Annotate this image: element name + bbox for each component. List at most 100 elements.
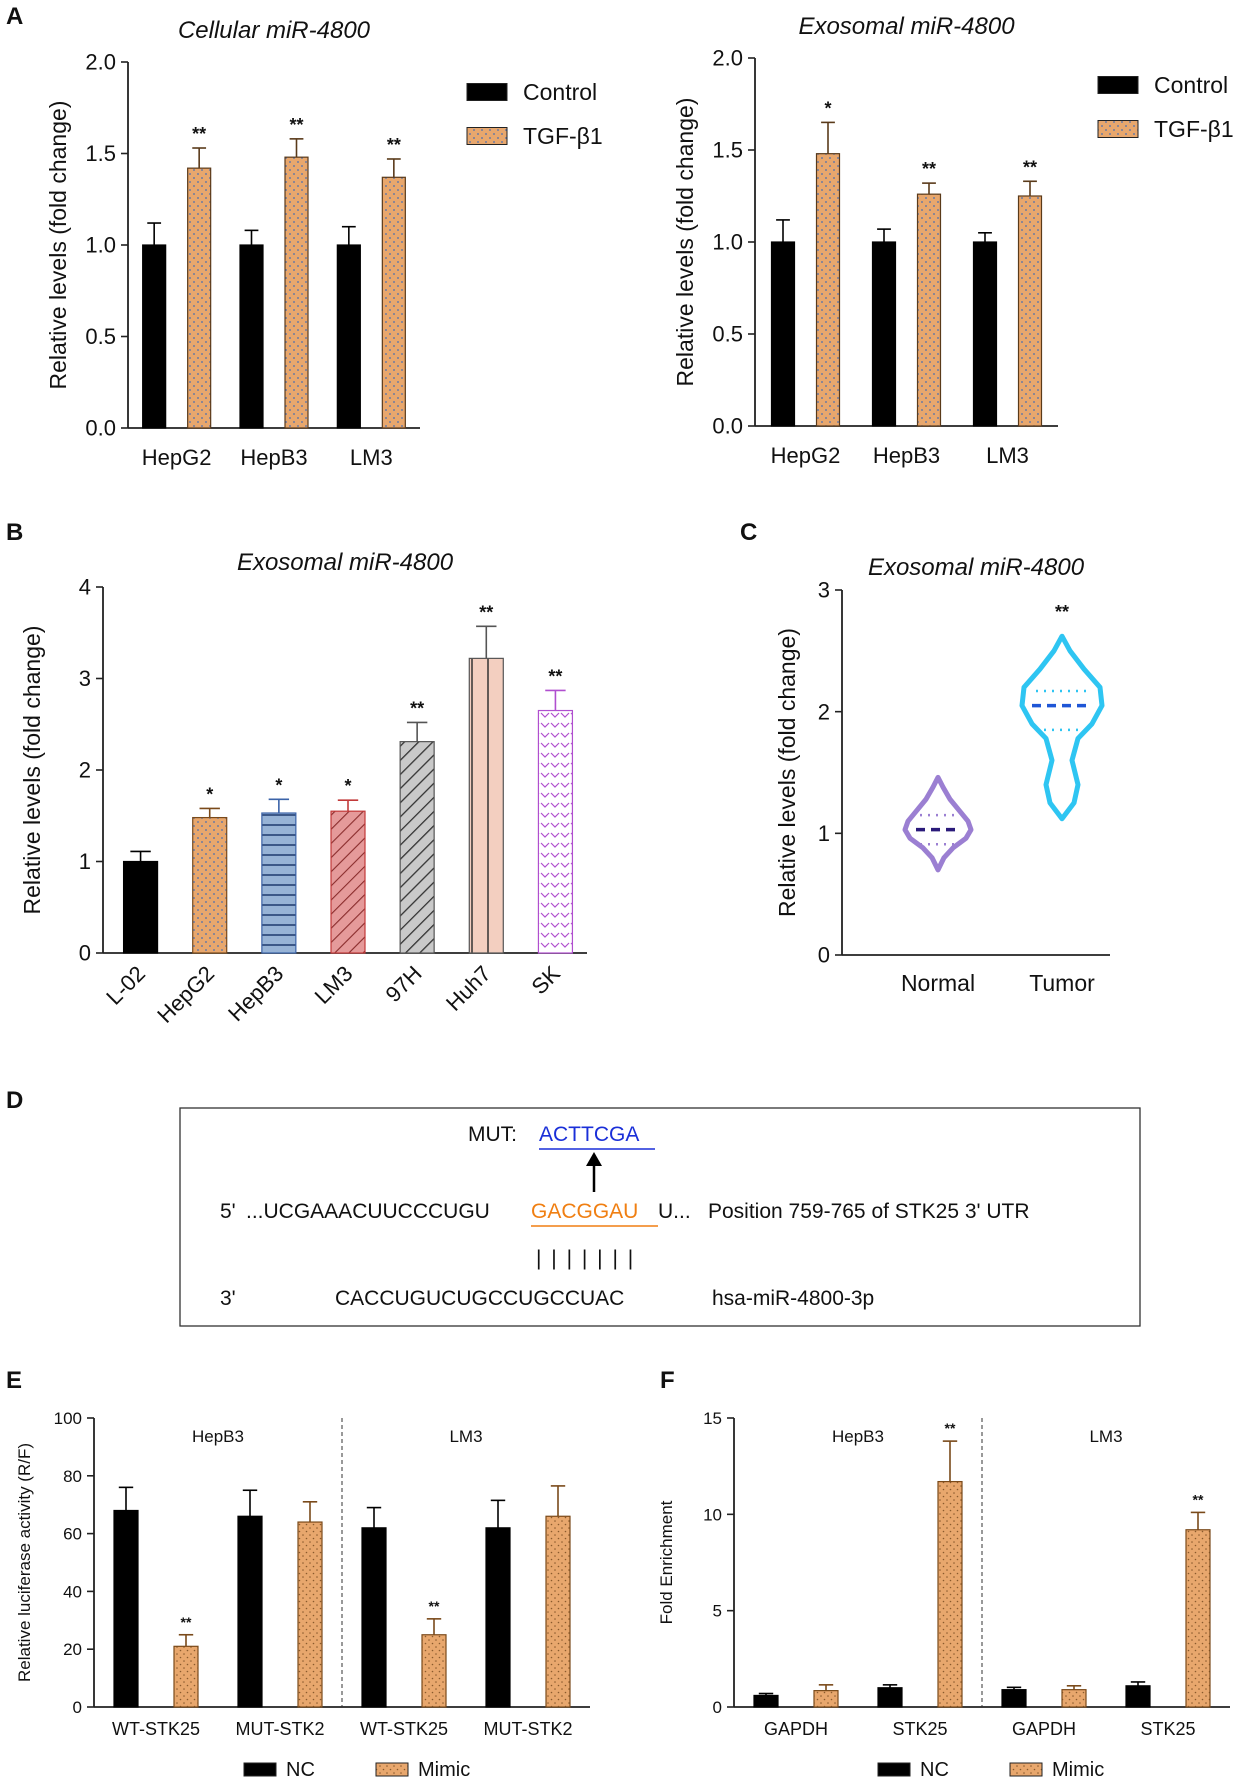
seq-position-note: Position 759-765 of STK25 3' UTR [708,1200,1030,1223]
bar-control [239,244,264,429]
bar-hepb3 [261,812,297,954]
y-axis-label: Relative luciferase activity (R/F) [15,1443,34,1682]
seq-binding-site: GACGGAU [531,1200,638,1223]
x-tick-label: HepG2 [771,443,841,468]
legend-label: TGF-β1 [1154,116,1234,142]
y-tick-label: 60 [63,1525,82,1544]
significance-mark: ** [479,602,493,622]
bar-mimic [545,1515,571,1708]
chart-title: Exosomal miR-4800 [798,13,1015,40]
y-tick-label: 3 [79,666,91,691]
y-tick-label: 0 [713,1698,722,1717]
x-tick-label: 97H [380,961,426,1007]
group-label: LM3 [449,1427,482,1446]
y-tick-label: 1.0 [85,233,116,258]
panel-label-b: B [6,519,23,546]
x-tick-label: SK [527,961,566,1000]
chart-exosomal-mir4800-celllines: 0 1 2 3 4 Relative levels (fold change) Exosom… [19,549,587,1028]
y-axis-label: Relative levels (fold change) [672,98,698,387]
x-tick-label: STK25 [1140,1719,1195,1739]
legend-label: Control [523,79,597,105]
seq-5prime-label: 5' [220,1200,236,1223]
legend-label: Control [1154,72,1228,98]
significance-mark: ** [387,135,401,155]
significance-mark: * [344,776,351,796]
y-tick-label: 0 [79,941,91,966]
legend-swatch [243,1762,277,1777]
chart-title: Exosomal miR-4800 [237,549,454,576]
bar-control [972,241,998,427]
legend-label: NC [920,1759,949,1781]
y-tick-label: 0.5 [712,322,743,347]
bar-nc [877,1687,903,1708]
bar-tgf-beta1 [916,193,942,427]
seq-mirna: CACCUGUCUGCCUGCCUAC [335,1287,624,1310]
panel-label-f: F [660,1367,675,1394]
x-tick-label: Tumor [1029,970,1095,996]
chart-exosomal-mir4800-violin: 0 1 2 3 Relative levels (fold change) Exosoma… [774,554,1110,996]
legend-label: TGF-β1 [523,123,603,149]
y-tick-label: 2 [79,758,91,783]
x-tick-label: GAPDH [764,1719,828,1739]
chart-title: Cellular miR-4800 [178,17,371,44]
seq-utr-right: U... [658,1200,691,1223]
y-tick-label: 1.0 [712,230,743,255]
y-tick-label: 0 [73,1698,82,1717]
significance-mark: ** [922,159,936,179]
y-tick-label: 1 [818,821,830,846]
sequence-frame [179,1107,1141,1327]
y-axis-label: Relative levels (fold change) [19,626,45,915]
x-tick-label: LM3 [350,445,393,470]
y-axis-label: Fold Enrichment [657,1500,676,1624]
bar-mimic [813,1690,839,1708]
y-tick-label: 1.5 [85,141,116,166]
y-tick-label: 4 [79,575,91,600]
x-tick-label: L-02 [101,961,150,1010]
y-tick-label: 2.0 [712,46,743,71]
group-label: HepB3 [832,1427,884,1446]
x-tick-label: HepB3 [873,443,940,468]
bar-sk [537,709,574,954]
bar-mimic [1061,1689,1087,1708]
significance-mark: ** [1055,602,1069,622]
bar-mimic [421,1634,447,1708]
y-tick-label: 1.5 [712,138,743,163]
x-tick-label: LM3 [986,443,1029,468]
y-tick-label: 100 [54,1409,82,1428]
x-tick-label: HepG2 [152,961,219,1028]
y-tick-label: 0.5 [85,324,116,349]
base-pairing-lines: | | | | | | | [536,1247,635,1270]
chart-cellular-mir4800: 0.0 0.5 1.0 1.5 2.0 Relative levels (fold cha… [45,17,603,470]
mut-label: MUT: [468,1123,517,1146]
legend-swatch [1009,1762,1043,1777]
legend-swatch [1097,76,1139,94]
group-label: LM3 [1089,1427,1122,1446]
group-label: HepB3 [192,1427,244,1446]
legend-label: Mimic [1052,1759,1104,1781]
legend-swatch [466,83,508,101]
bar-nc [1125,1685,1151,1708]
bar-mimic [297,1521,323,1708]
chart-exosomal-mir4800-tgf: 0.0 0.5 1.0 1.5 2.0 Relative levels (fold cha… [672,13,1234,468]
significance-mark: ** [192,124,206,144]
significance-mark: * [275,775,282,795]
bar-mimic [1185,1529,1211,1708]
x-tick-label: STK25 [892,1719,947,1739]
y-tick-label: 0.0 [85,416,116,441]
bar-tgf-beta1 [1017,195,1043,427]
bar-huh7 [468,657,504,954]
x-tick-label: WT-STK25 [360,1719,448,1739]
significance-mark: ** [289,115,303,135]
bar-control [142,244,167,429]
mut-sequence: ACTTCGA [539,1123,639,1146]
y-axis-label: Relative levels (fold change) [45,101,71,390]
bar-nc [237,1515,263,1708]
seq-3prime-label: 3' [220,1287,236,1310]
mutation-arrow-head [586,1152,602,1166]
x-tick-label: WT-STK25 [112,1719,200,1739]
bar-mimic [937,1480,963,1708]
bar-tgf-beta1 [187,167,212,429]
significance-mark: ** [548,666,562,686]
legend-label: NC [286,1759,315,1781]
